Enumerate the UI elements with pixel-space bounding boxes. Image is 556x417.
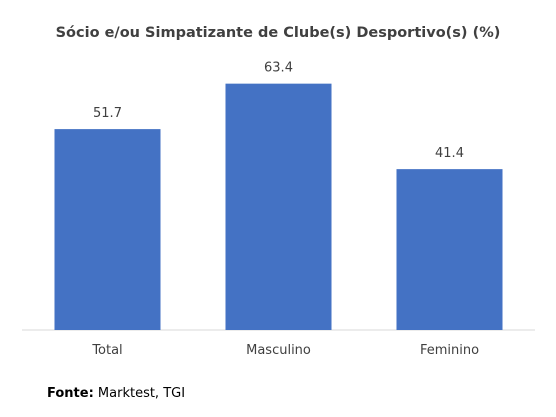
- bar-masculino: [225, 83, 332, 331]
- tick-label-feminino: Feminino: [420, 343, 479, 358]
- source-note: Fonte: Marktest, TGI: [47, 386, 185, 401]
- x-axis-tick-labels: Total Masculino Feminino: [91, 343, 479, 358]
- source-text: Marktest, TGI: [93, 386, 186, 401]
- tick-label-masculino: Masculino: [246, 343, 311, 358]
- bar-total: [54, 129, 161, 330]
- data-label-masculino: 63.4: [264, 61, 293, 76]
- data-label-feminino: 41.4: [435, 146, 464, 161]
- bars: [54, 83, 503, 331]
- chart-title: Sócio e/ou Simpatizante de Clube(s) Desp…: [56, 25, 501, 41]
- tick-label-total: Total: [91, 343, 122, 358]
- bar-feminino: [396, 169, 503, 330]
- source-label: Fonte:: [47, 386, 94, 401]
- data-label-total: 51.7: [93, 106, 122, 121]
- data-labels: 51.7 63.4 41.4: [93, 61, 464, 161]
